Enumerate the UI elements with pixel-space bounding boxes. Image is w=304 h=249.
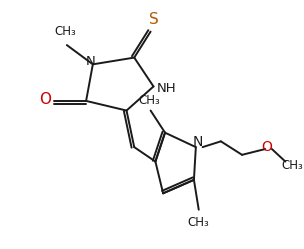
Text: O: O — [39, 92, 51, 108]
Text: CH₃: CH₃ — [281, 159, 303, 172]
Text: NH: NH — [157, 82, 177, 95]
Text: CH₃: CH₃ — [139, 94, 161, 107]
Text: S: S — [149, 12, 158, 27]
Text: N: N — [192, 135, 203, 149]
Text: O: O — [262, 140, 272, 154]
Text: CH₃: CH₃ — [188, 216, 210, 229]
Text: CH₃: CH₃ — [54, 25, 76, 38]
Text: N: N — [86, 55, 96, 68]
